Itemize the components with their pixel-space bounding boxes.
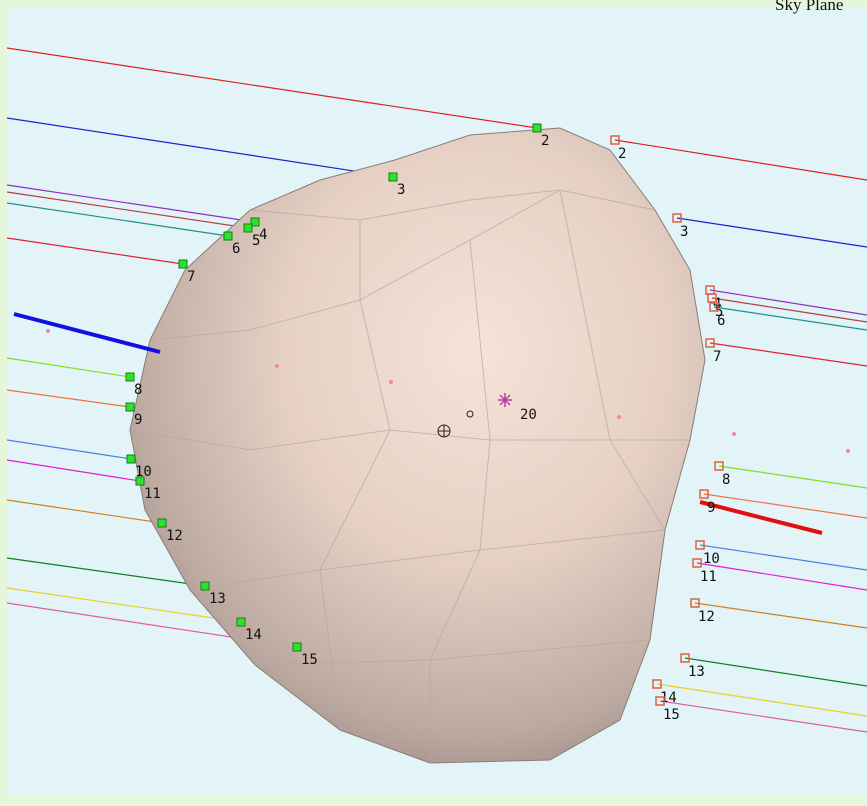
chord-right xyxy=(659,700,867,733)
star-label: 20 xyxy=(520,407,537,423)
chord-left xyxy=(6,587,242,623)
disappear-marker xyxy=(125,372,135,382)
chord-label-right: 3 xyxy=(680,224,688,240)
chord-left xyxy=(6,117,394,178)
reappear-marker xyxy=(672,213,682,223)
chord-right xyxy=(694,602,867,629)
chord-right xyxy=(713,306,867,331)
chord-left xyxy=(6,47,538,129)
chord-label-right: 6 xyxy=(717,313,725,329)
chord-label-right: 12 xyxy=(698,609,715,625)
chord-right xyxy=(718,465,867,489)
chord-right xyxy=(711,297,867,323)
chord-label-right: 8 xyxy=(722,472,730,488)
reappear-marker xyxy=(655,696,665,706)
reappear-marker xyxy=(707,293,717,303)
chord-right xyxy=(703,493,867,519)
chord-label-left: 11 xyxy=(144,486,161,502)
reappear-marker xyxy=(699,489,709,499)
chord-right xyxy=(709,342,867,367)
chord-left xyxy=(6,184,256,223)
chord-label-left: 9 xyxy=(134,412,142,428)
facets xyxy=(129,189,690,763)
chord-left xyxy=(6,389,131,408)
disappear-marker xyxy=(135,476,145,486)
reappear-marker xyxy=(680,653,690,663)
reappear-marker xyxy=(690,598,700,608)
chord-left xyxy=(6,499,163,524)
disappear-marker xyxy=(223,231,233,241)
chord-label-right: 7 xyxy=(713,349,721,365)
chord-right xyxy=(676,217,867,248)
chord-left xyxy=(6,557,206,587)
chords xyxy=(6,47,867,733)
chord-label-left: 13 xyxy=(209,591,226,607)
chord-left xyxy=(6,191,249,229)
reappear-marker xyxy=(695,540,705,550)
disappear-marker xyxy=(243,223,253,233)
chord-left xyxy=(6,439,132,460)
view-title: Sky Plane xyxy=(775,0,843,14)
reappear-marker xyxy=(714,461,724,471)
chord-right xyxy=(684,657,867,687)
reappear-marker xyxy=(610,135,620,145)
chord-right xyxy=(699,544,867,571)
chord-label-left: 3 xyxy=(397,182,405,198)
chord-left xyxy=(6,202,229,237)
chord-label-left: 15 xyxy=(301,652,318,668)
chord-label-left: 12 xyxy=(166,528,183,544)
chord-label-right: 11 xyxy=(700,569,717,585)
chord-label-right: 10 xyxy=(703,551,720,567)
chord-label-left: 5 xyxy=(252,233,260,249)
chord-right xyxy=(614,139,867,181)
reappear-marker xyxy=(692,558,702,568)
chord-label-left: 6 xyxy=(232,241,240,257)
chord-label-left: 10 xyxy=(135,464,152,480)
disappear-marker xyxy=(388,172,398,182)
disappear-marker xyxy=(532,123,542,133)
disappear-marker xyxy=(236,617,246,627)
chord-label-right: 13 xyxy=(688,664,705,680)
chord-label-left: 7 xyxy=(187,269,195,285)
chord-label-left: 8 xyxy=(134,382,142,398)
chord-label-left: 4 xyxy=(259,227,267,243)
chord-right xyxy=(709,289,867,316)
disappear-marker xyxy=(200,581,210,591)
reappear-marker xyxy=(705,338,715,348)
reappear-marker xyxy=(709,302,719,312)
chord-label-left: 14 xyxy=(245,627,262,643)
chord-left xyxy=(6,459,141,482)
chord-label-right: 15 xyxy=(663,707,680,723)
markers xyxy=(13,312,850,535)
disappear-marker xyxy=(126,454,136,464)
chord-right xyxy=(656,683,867,717)
asteroid xyxy=(129,127,706,764)
disappear-marker xyxy=(178,259,188,269)
chord-label-right: 5 xyxy=(715,304,723,320)
chord-label-right: 4 xyxy=(713,296,721,312)
reappear-marker xyxy=(652,679,662,689)
chord-right xyxy=(696,562,867,591)
disappear-marker xyxy=(125,402,135,412)
chord-left xyxy=(6,237,184,265)
chord-label-left: 2 xyxy=(541,133,549,149)
chord-left xyxy=(6,357,131,378)
disappear-marker xyxy=(250,217,260,227)
chord-label-right: 2 xyxy=(618,146,626,162)
disappear-marker xyxy=(157,518,167,528)
chord-label-right: 14 xyxy=(660,690,677,706)
disappear-marker xyxy=(292,642,302,652)
chord-label-right: 9 xyxy=(707,500,715,516)
